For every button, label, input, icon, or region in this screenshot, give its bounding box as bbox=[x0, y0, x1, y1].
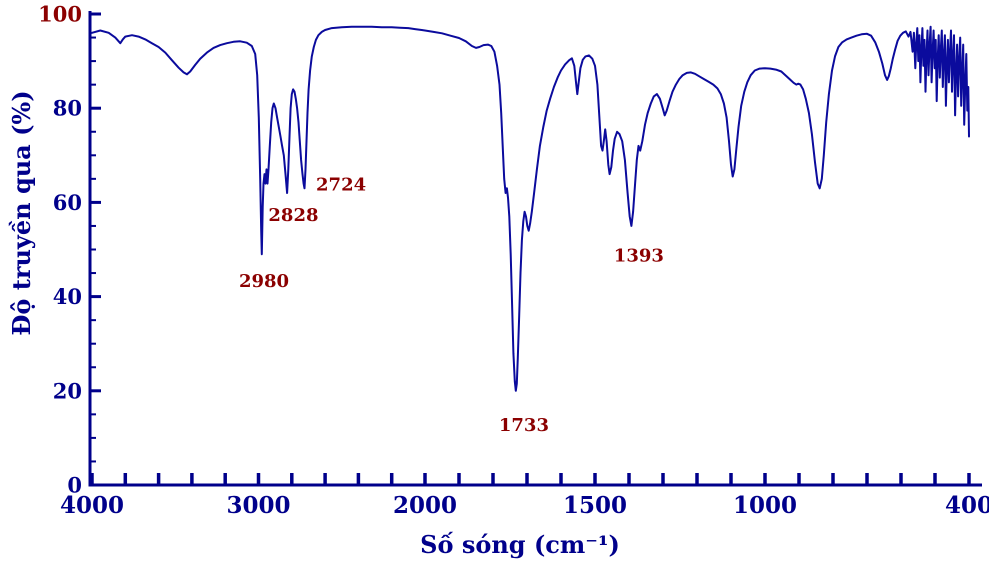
spectrum-curve bbox=[91, 25, 970, 392]
y-axis-tick-label: 100 bbox=[38, 2, 82, 27]
x-axis-tick-label: 4000 bbox=[60, 492, 124, 519]
y-axis-tick-label: 40 bbox=[53, 284, 82, 309]
y-axis-tick-label: 0 bbox=[67, 473, 82, 498]
y-axis-title: Độ truyền qua (%) bbox=[7, 90, 36, 335]
x-axis-tick-label: 3000 bbox=[226, 492, 290, 519]
x-axis-tick-label: 1500 bbox=[563, 492, 627, 519]
peak-annotation: 1733 bbox=[499, 415, 549, 436]
y-axis-tick-label: 80 bbox=[53, 96, 82, 121]
x-axis-tick-label: 1000 bbox=[733, 492, 797, 519]
peak-annotation: 2724 bbox=[316, 175, 366, 196]
peak-annotation: 2980 bbox=[239, 271, 289, 292]
y-axis-tick-label: 60 bbox=[53, 190, 82, 215]
x-axis-tick-label: 2000 bbox=[393, 492, 457, 519]
peak-annotation: 2828 bbox=[268, 205, 318, 226]
x-axis-title: Số sóng (cm⁻¹) bbox=[420, 530, 620, 559]
peak-annotation: 1393 bbox=[614, 245, 664, 266]
y-axis-tick-label: 20 bbox=[53, 378, 82, 403]
x-axis-tick-label: 400 bbox=[945, 492, 989, 519]
